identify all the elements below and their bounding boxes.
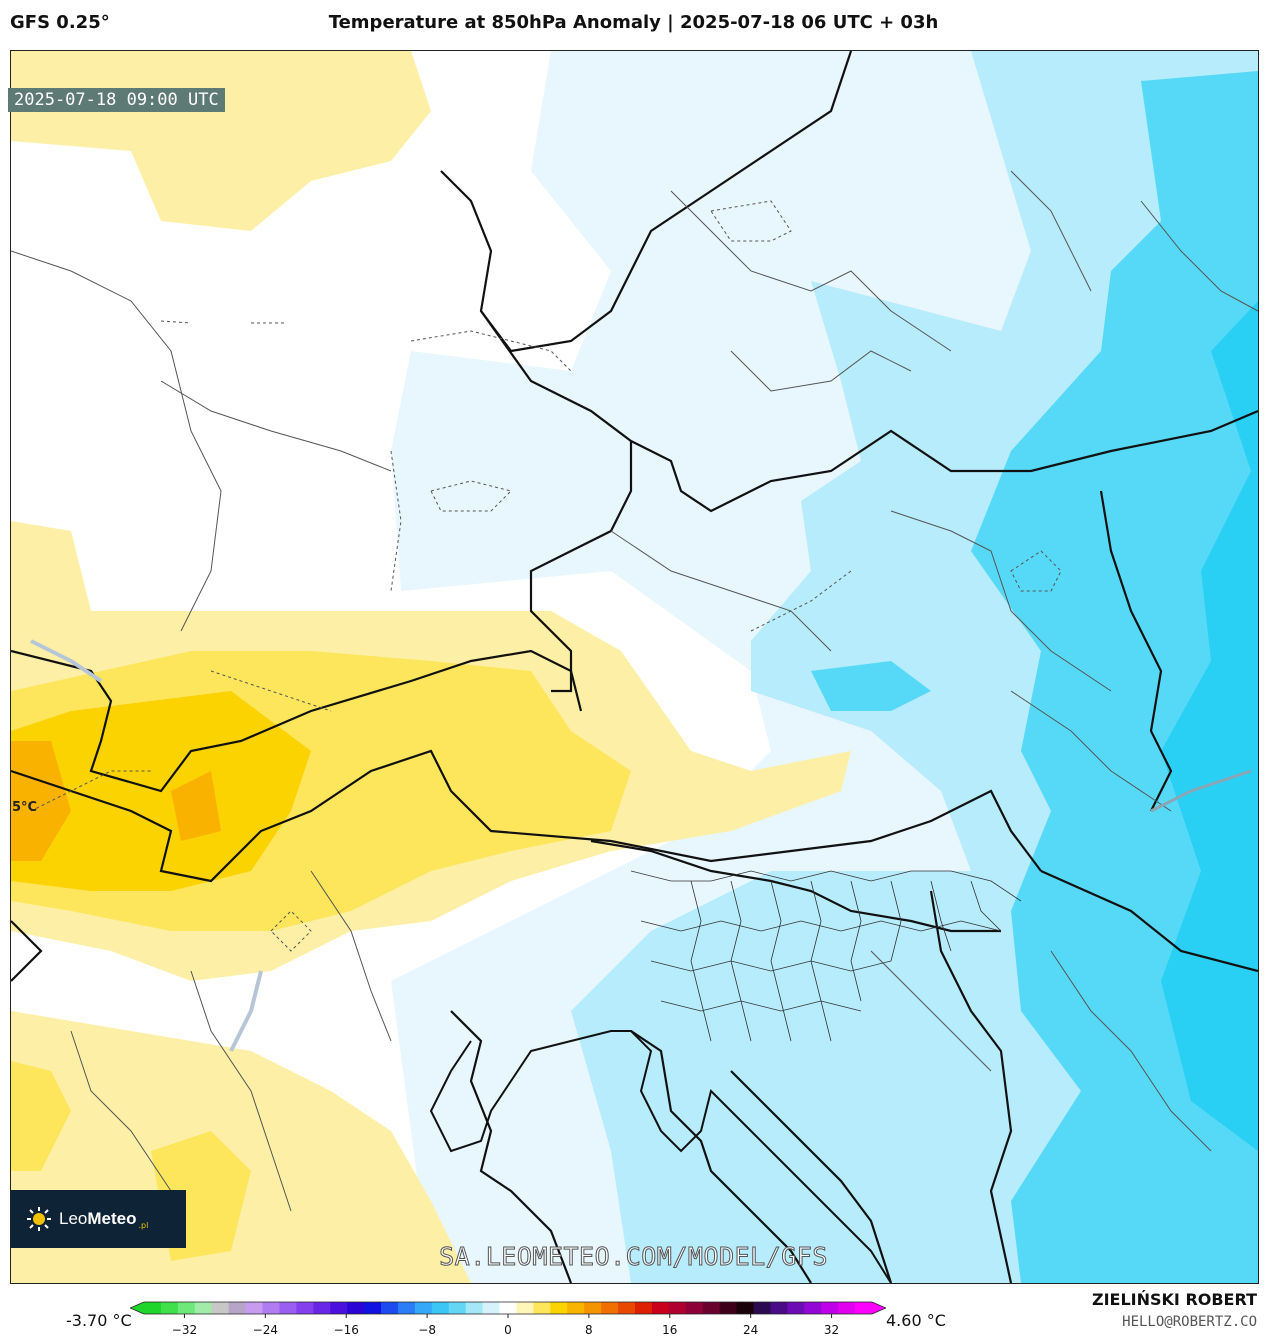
colorbar-tick-label: −32 [171,1323,198,1337]
colorbar-swatch [381,1302,399,1314]
colorbar-swatch [702,1302,721,1314]
colorbar-tick-label: −8 [418,1323,436,1337]
colorbar-swatch [787,1302,805,1314]
colorbar-swatch [804,1302,822,1314]
colorbar-swatch [465,1302,484,1314]
colorbar-swatch [567,1302,585,1314]
map-panel [10,50,1259,1284]
colorbar-swatch [499,1302,517,1314]
author-email: HELLO@ROBERTZ.CO [1122,1314,1257,1330]
colorbar-tick-label: 16 [662,1323,678,1337]
colorbar-tick-label: −24 [252,1323,278,1337]
anomaly-field [11,51,1258,1283]
colorbar-swatch [838,1302,856,1314]
colorbar-swatch [651,1302,670,1314]
colorbar-swatch [397,1302,416,1314]
colorbar-swatch [770,1302,788,1314]
colorbar-swatch [634,1302,653,1314]
colorbar-swatch [533,1302,551,1314]
colorbar-swatch [144,1302,162,1314]
colorbar-swatch [482,1302,501,1314]
colorbar-swatch [550,1302,568,1314]
model-label: GFS 0.25° [10,12,110,33]
colorbar-swatch [736,1302,754,1314]
colorbar-tick-label: 0 [504,1323,512,1337]
colorbar-swatch [584,1302,602,1314]
colorbar-swatch [618,1302,636,1314]
colorbar-swatch [262,1302,280,1314]
colorbar-swatch [821,1302,839,1314]
colorbar-swatch [279,1302,297,1314]
colorbar: −32 −24 −16 −8 0 8 16 24 32 [128,1298,888,1338]
region-borders [11,170,1258,1212]
colorbar-swatch [347,1302,365,1314]
colorbar-swatch [296,1302,314,1314]
municipal-borders [630,870,1022,1042]
colorbar-swatch [245,1302,264,1314]
colorbar-swatch [211,1302,230,1314]
colorbar-swatch [753,1302,771,1314]
colorbar-min-label: -3.70 °C [66,1311,132,1330]
colorbar-swatch [855,1302,873,1314]
chart-title: Temperature at 850hPa Anomaly | 2025-07-… [328,12,939,33]
colorbar-tick-label: 8 [585,1323,593,1337]
colorbar-swatch [177,1302,196,1314]
colorbar-arrow-right [872,1302,886,1314]
colorbar-max-label: 4.60 °C [886,1311,946,1330]
colorbar-swatch [228,1302,247,1314]
colorbar-swatch [330,1302,348,1314]
edge-value-label: 5°C [12,800,38,815]
cool-max-area [1161,301,1258,1151]
colorbar-tick-label: 32 [823,1323,840,1337]
colorbar-swatch [516,1302,534,1314]
colorbar-swatch [601,1302,619,1314]
colorbar-tick-label: −16 [333,1323,359,1337]
warm-max-alps [11,741,71,861]
colorbar-swatch [160,1302,179,1314]
contour-lines [30,200,1062,952]
adriatic-coastline [429,1030,892,1283]
valid-time-badge: 2025-07-18 09:00 UTC [8,88,225,112]
colorbar-swatch [685,1302,704,1314]
colorbar-arrow-left [130,1302,144,1314]
colorbar-swatch [431,1302,450,1314]
colorbar-scale [128,1301,888,1318]
sun-icon [27,1207,51,1231]
colorbar-swatch [313,1302,331,1314]
colorbar-swatch [414,1302,433,1314]
country-borders [11,51,1258,1283]
colorbar-tick-label: 24 [743,1323,759,1337]
colorbar-swatch [194,1302,213,1314]
source-watermark: SA.LEOMETEO.COM/MODEL/GFS [439,1242,828,1272]
leometeo-logo: LeoMeteo .pl [11,1190,186,1248]
colorbar-swatch [668,1302,687,1314]
author-name: ZIELIŃSKI ROBERT [1091,1290,1257,1309]
colorbar-swatch [448,1302,467,1314]
colorbar-swatch [364,1302,382,1314]
colorbar-swatch [719,1302,738,1314]
